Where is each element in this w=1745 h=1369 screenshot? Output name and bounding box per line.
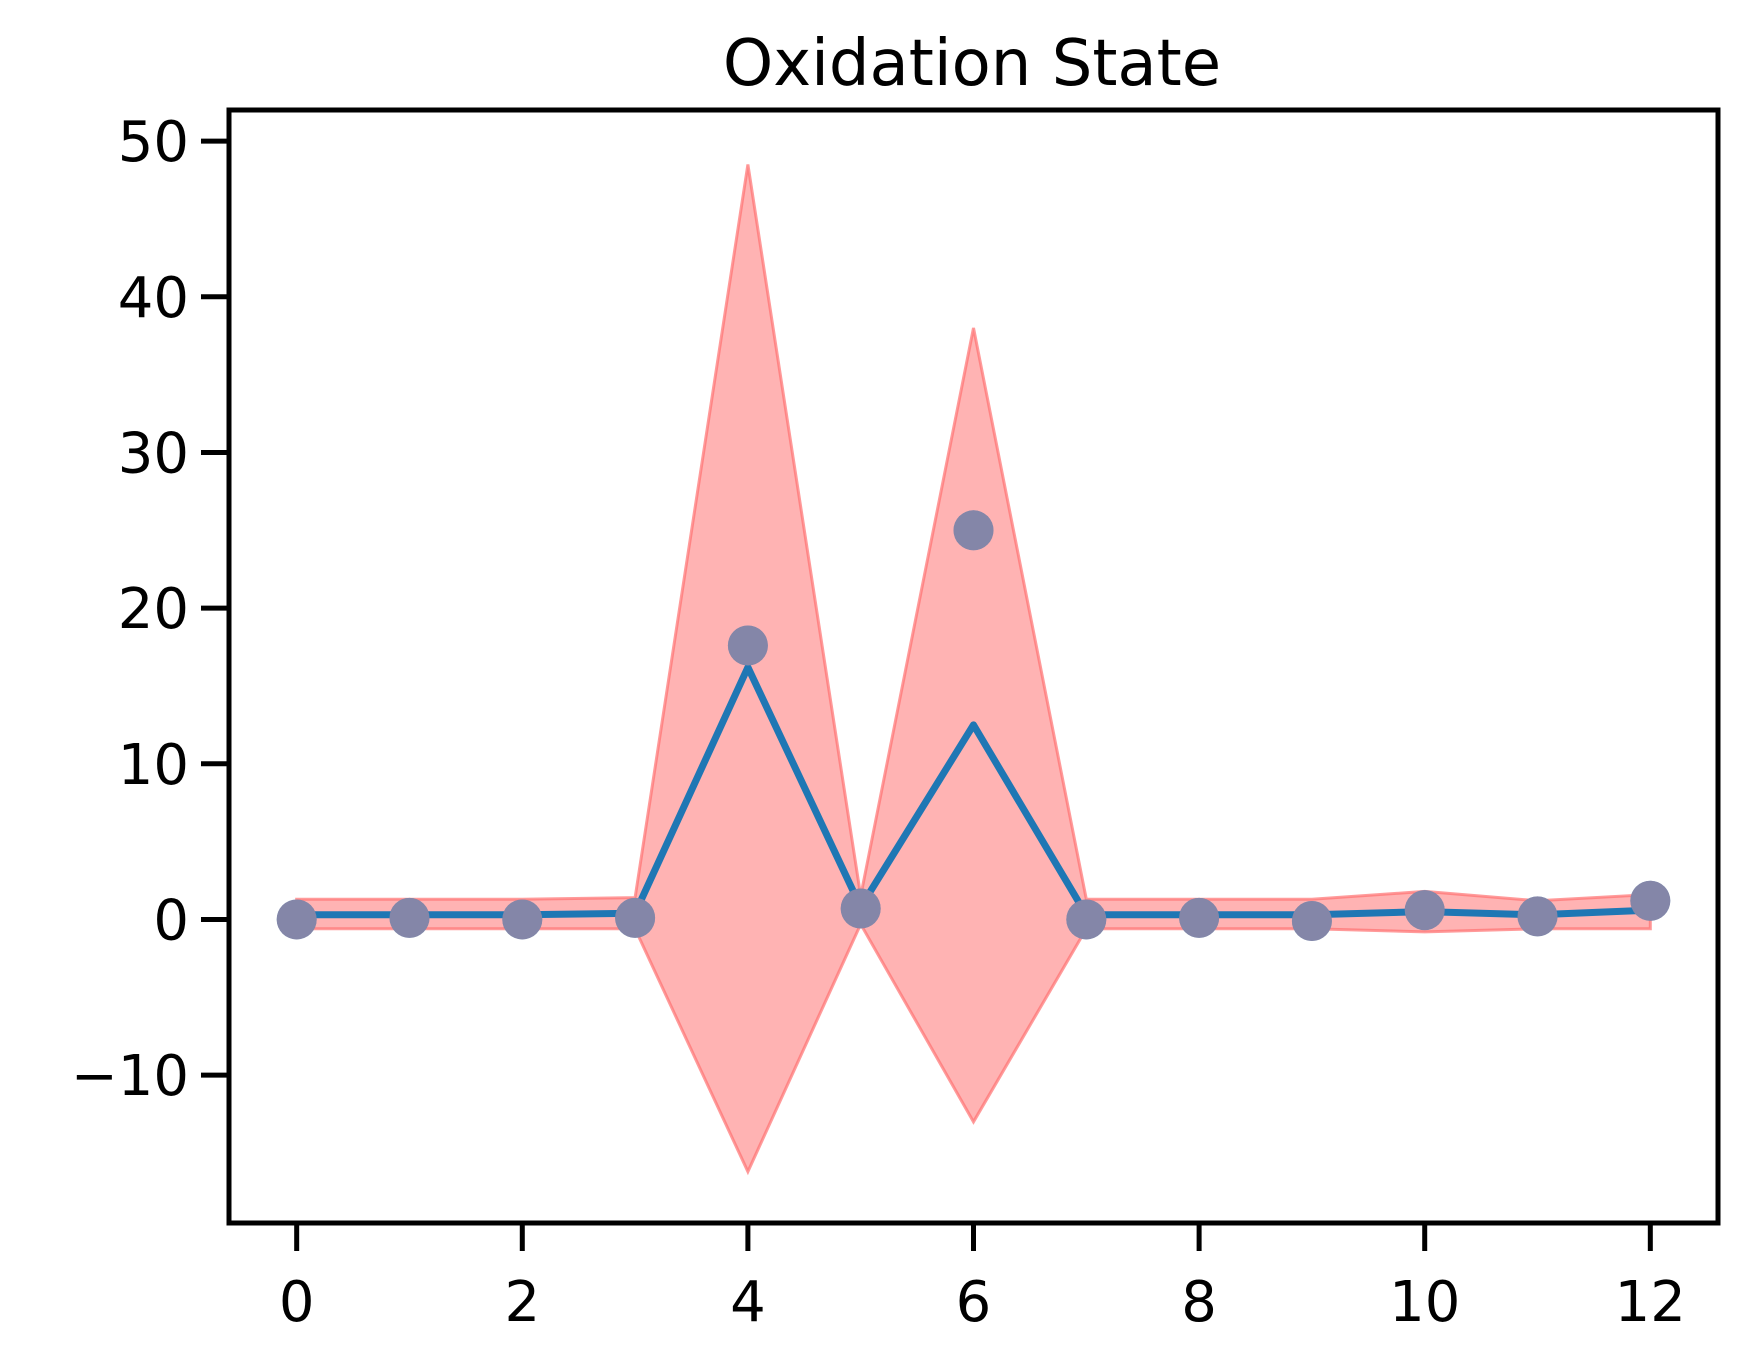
x-tick-label: 10	[1389, 1270, 1460, 1335]
data-points	[276, 510, 1671, 942]
data-point	[953, 510, 994, 551]
data-point-band-overlay	[389, 897, 430, 938]
data-point	[1066, 899, 1107, 940]
data-point	[389, 897, 430, 938]
y-tick-label: −10	[71, 1044, 189, 1109]
y-tick-label: 30	[118, 421, 189, 486]
data-point-band-overlay	[727, 625, 768, 666]
data-point-band-overlay	[276, 899, 317, 940]
uncertainty-band	[295, 164, 1652, 1176]
data-point-band-overlay	[1517, 896, 1558, 937]
data-point	[276, 899, 317, 940]
data-point	[1179, 897, 1220, 938]
y-tick-label: 0	[153, 888, 189, 953]
data-point	[502, 899, 543, 940]
data-point	[1517, 896, 1558, 937]
chart-title: Oxidation State	[723, 27, 1221, 101]
y-axis-ticks: −10 0 10 20 30 40 50	[71, 110, 229, 1109]
x-tick-label: 12	[1615, 1270, 1686, 1335]
data-point	[1291, 901, 1332, 942]
data-point-band-overlay	[615, 897, 656, 938]
data-point-band-overlay	[1291, 901, 1332, 942]
band-area	[295, 164, 1652, 1176]
y-tick-label: 40	[118, 266, 189, 331]
data-point-band-overlay	[953, 510, 994, 551]
data-point-band-overlay	[502, 899, 543, 940]
x-tick-label: 8	[1181, 1270, 1217, 1335]
x-tick-label: 4	[730, 1270, 766, 1335]
data-point-band-overlay	[1179, 897, 1220, 938]
y-tick-label: 50	[118, 110, 189, 175]
y-tick-label: 20	[118, 577, 189, 642]
data-point	[615, 897, 656, 938]
x-axis-ticks: 0 2 4 6 8 10 12	[279, 1223, 1686, 1335]
x-tick-label: 6	[956, 1270, 992, 1335]
data-point	[727, 625, 768, 666]
data-point	[1404, 890, 1445, 931]
x-tick-label: 0	[279, 1270, 315, 1335]
data-point	[1630, 880, 1671, 921]
data-point-band-overlay	[840, 888, 881, 929]
x-tick-label: 2	[504, 1270, 540, 1335]
data-point-band-overlay	[1066, 899, 1107, 940]
data-point-band-overlay	[1404, 890, 1445, 931]
y-tick-label: 10	[118, 733, 189, 798]
data-point-band-overlay	[1630, 880, 1671, 921]
data-point	[840, 888, 881, 929]
